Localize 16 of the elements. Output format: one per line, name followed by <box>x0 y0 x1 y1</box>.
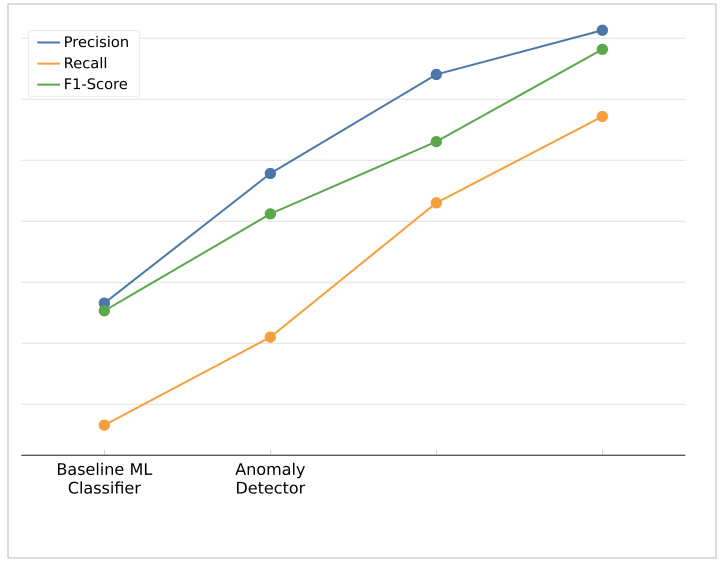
point <box>430 136 442 148</box>
point <box>596 110 608 122</box>
point <box>98 305 110 316</box>
point <box>264 168 276 180</box>
x-tick-label: Baseline ML Classifier <box>58 462 152 494</box>
point <box>430 68 442 80</box>
legend-label: Precision <box>65 36 128 48</box>
point <box>430 197 442 208</box>
legend-label: F1-Score <box>65 78 128 90</box>
point <box>98 419 110 431</box>
point <box>596 44 608 56</box>
legend-label: Recall <box>65 57 106 68</box>
point <box>596 24 608 36</box>
x-tick-label: Anomaly Detector <box>235 462 306 494</box>
point <box>264 331 276 343</box>
point <box>264 208 276 220</box>
